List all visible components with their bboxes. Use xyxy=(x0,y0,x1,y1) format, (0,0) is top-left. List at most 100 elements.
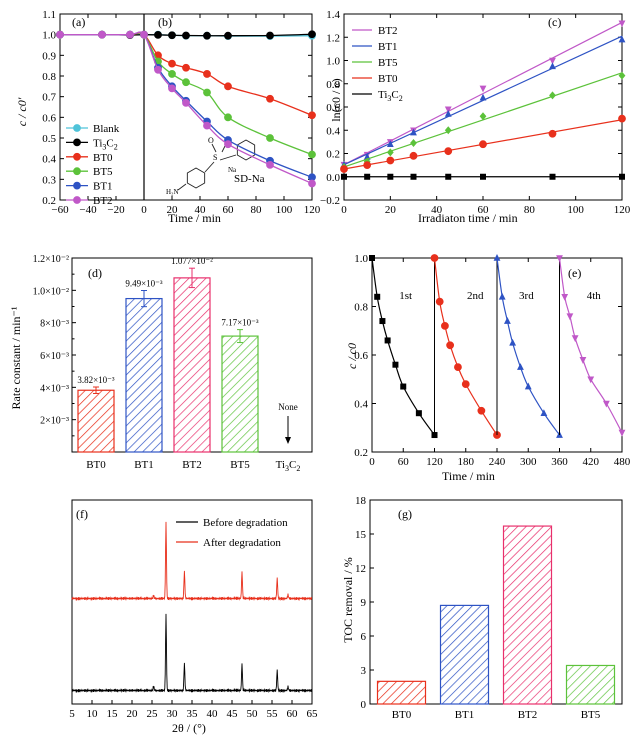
data-point-BT0 xyxy=(266,94,274,103)
ab-y-tick-label: 0.6 xyxy=(42,112,56,124)
data-point-BT2 xyxy=(618,20,626,28)
panel-label-e: (e) xyxy=(568,266,581,280)
g-x-tick-label: BT2 xyxy=(518,709,538,721)
data-point-4th xyxy=(566,313,574,321)
data-point-1st xyxy=(415,410,422,417)
ab-y-tick-label: 0.9 xyxy=(42,50,56,62)
x-axis-label-f: 2θ / (°) xyxy=(172,721,206,735)
legend-marker-BT1 xyxy=(73,181,81,190)
d-y-tick-label: 1.0×10⁻² xyxy=(33,286,69,297)
data-point-3rd xyxy=(524,382,532,390)
data-point-BT1 xyxy=(444,109,452,117)
cycle-label-1st: 1st xyxy=(399,290,412,302)
e-x-tick-label: 300 xyxy=(520,456,537,468)
series-line-1st xyxy=(371,257,435,436)
ab-x-tick-label: 20 xyxy=(167,204,179,216)
legend-marker-BT5 xyxy=(73,167,81,176)
data-point-Ti3C2 xyxy=(154,30,162,39)
ab-x-tick-label: 100 xyxy=(276,204,293,216)
legend-marker-BT0 xyxy=(73,152,81,161)
legend-label-Ti3C2: Ti3C2 xyxy=(93,137,118,151)
e-x-tick-label: 360 xyxy=(551,456,568,468)
data-point-Ti3C2 xyxy=(619,173,625,180)
xrd-before-line xyxy=(71,613,313,694)
data-point-Ti3C2 xyxy=(266,31,274,40)
data-point-4th xyxy=(579,357,587,364)
chart-panel-ab: (a) (b) SD-Na Time / min c / c0' SOONaH₂… xyxy=(15,9,321,225)
data-point-1st xyxy=(379,318,386,325)
d-y-tick-label: 2×10⁻³ xyxy=(40,416,69,427)
data-point-BT0 xyxy=(308,111,316,120)
data-point-BT2 xyxy=(308,179,316,188)
c-x-tick-label: 80 xyxy=(524,204,536,216)
f-x-tick-label: 5 xyxy=(69,708,75,720)
data-point-4th xyxy=(561,294,569,301)
bar-BT5 xyxy=(565,664,616,705)
f-x-tick-label: 40 xyxy=(207,708,219,720)
d-y-tick-label: 4×10⁻³ xyxy=(40,383,69,394)
data-point-BT5 xyxy=(444,126,452,135)
sodium-atom-icon: Na xyxy=(228,166,237,174)
f-x-tick-label: 60 xyxy=(287,708,299,720)
value-label-Ti3C2: None xyxy=(278,402,298,412)
molecule-structure-icon: SOONaH₂N xyxy=(166,136,256,196)
c-y-tick-label: 0.0 xyxy=(326,172,340,184)
bond-line xyxy=(177,183,187,191)
c-y-tick-label: 1.0 xyxy=(326,56,340,68)
data-point-3rd xyxy=(509,338,517,346)
data-point-Ti3C2 xyxy=(308,30,316,39)
g-y-tick-label: 3 xyxy=(361,665,367,677)
data-point-BT0 xyxy=(363,161,372,170)
d-x-tick-label: BT5 xyxy=(230,459,250,471)
bar-BT1 xyxy=(439,604,490,705)
f-x-tick-label: 10 xyxy=(87,708,99,720)
x-axis-label-c: Irradiaton time / min xyxy=(418,211,518,225)
legend-marker-BT2 xyxy=(73,196,81,204)
e-x-tick-label: 240 xyxy=(489,456,506,468)
data-point-BT2 xyxy=(549,57,556,65)
data-point-2nd xyxy=(435,297,444,306)
data-point-2nd xyxy=(477,406,486,415)
g-x-tick-label: BT1 xyxy=(455,709,475,721)
data-point-BT1 xyxy=(410,128,417,136)
series-line-4th xyxy=(558,257,623,433)
cycle-label-3rd: 3rd xyxy=(519,290,534,302)
bar-BT0 xyxy=(77,389,115,453)
e-y-tick-label: 0.4 xyxy=(354,399,368,411)
series-line-3rd xyxy=(496,257,560,436)
data-point-BT1 xyxy=(618,35,626,43)
data-point-BT0 xyxy=(618,114,626,123)
data-point-BT2 xyxy=(98,30,106,39)
c-y-tick-label: 0.6 xyxy=(326,102,340,114)
legend-label-after: After degradation xyxy=(203,537,281,549)
d-y-tick-label: 6×10⁻³ xyxy=(40,351,69,362)
c-x-tick-label: 120 xyxy=(614,204,631,216)
legend-label-BT5: BT5 xyxy=(378,57,398,69)
data-point-4th xyxy=(587,376,595,384)
e-x-tick-label: 60 xyxy=(398,456,410,468)
panel-label-d: (d) xyxy=(88,266,102,280)
f-x-tick-label: 30 xyxy=(167,708,179,720)
data-point-3rd xyxy=(504,317,511,324)
ab-x-tick-label: 80 xyxy=(251,204,263,216)
f-plot-frame xyxy=(71,499,313,705)
data-point-BT2 xyxy=(224,140,232,149)
data-point-BT0 xyxy=(224,82,232,91)
ab-x-tick-label: 60 xyxy=(223,204,235,216)
ab-y-tick-label: 0.4 xyxy=(42,154,56,166)
data-point-2nd xyxy=(446,341,455,350)
c-x-tick-label: 0 xyxy=(341,204,347,216)
data-point-BT0 xyxy=(479,140,487,149)
value-label-BT2: 1.077×10⁻² xyxy=(171,256,213,266)
chart-panel-e: (e) Time / min c / c0 0 60 120 180 240 300 360… xyxy=(345,253,631,483)
f-x-tick-label: 20 xyxy=(127,708,139,720)
ab-y-tick-label: 0.3 xyxy=(42,174,56,186)
data-point-BT5 xyxy=(203,88,211,97)
data-point-3rd xyxy=(493,254,501,261)
g-y-tick-label: 9 xyxy=(361,597,367,609)
cycle-label-4th: 4th xyxy=(587,290,602,302)
c-x-tick-label: 100 xyxy=(567,204,584,216)
legend-label-BT0: BT0 xyxy=(93,152,113,164)
data-point-BT5 xyxy=(386,148,394,157)
